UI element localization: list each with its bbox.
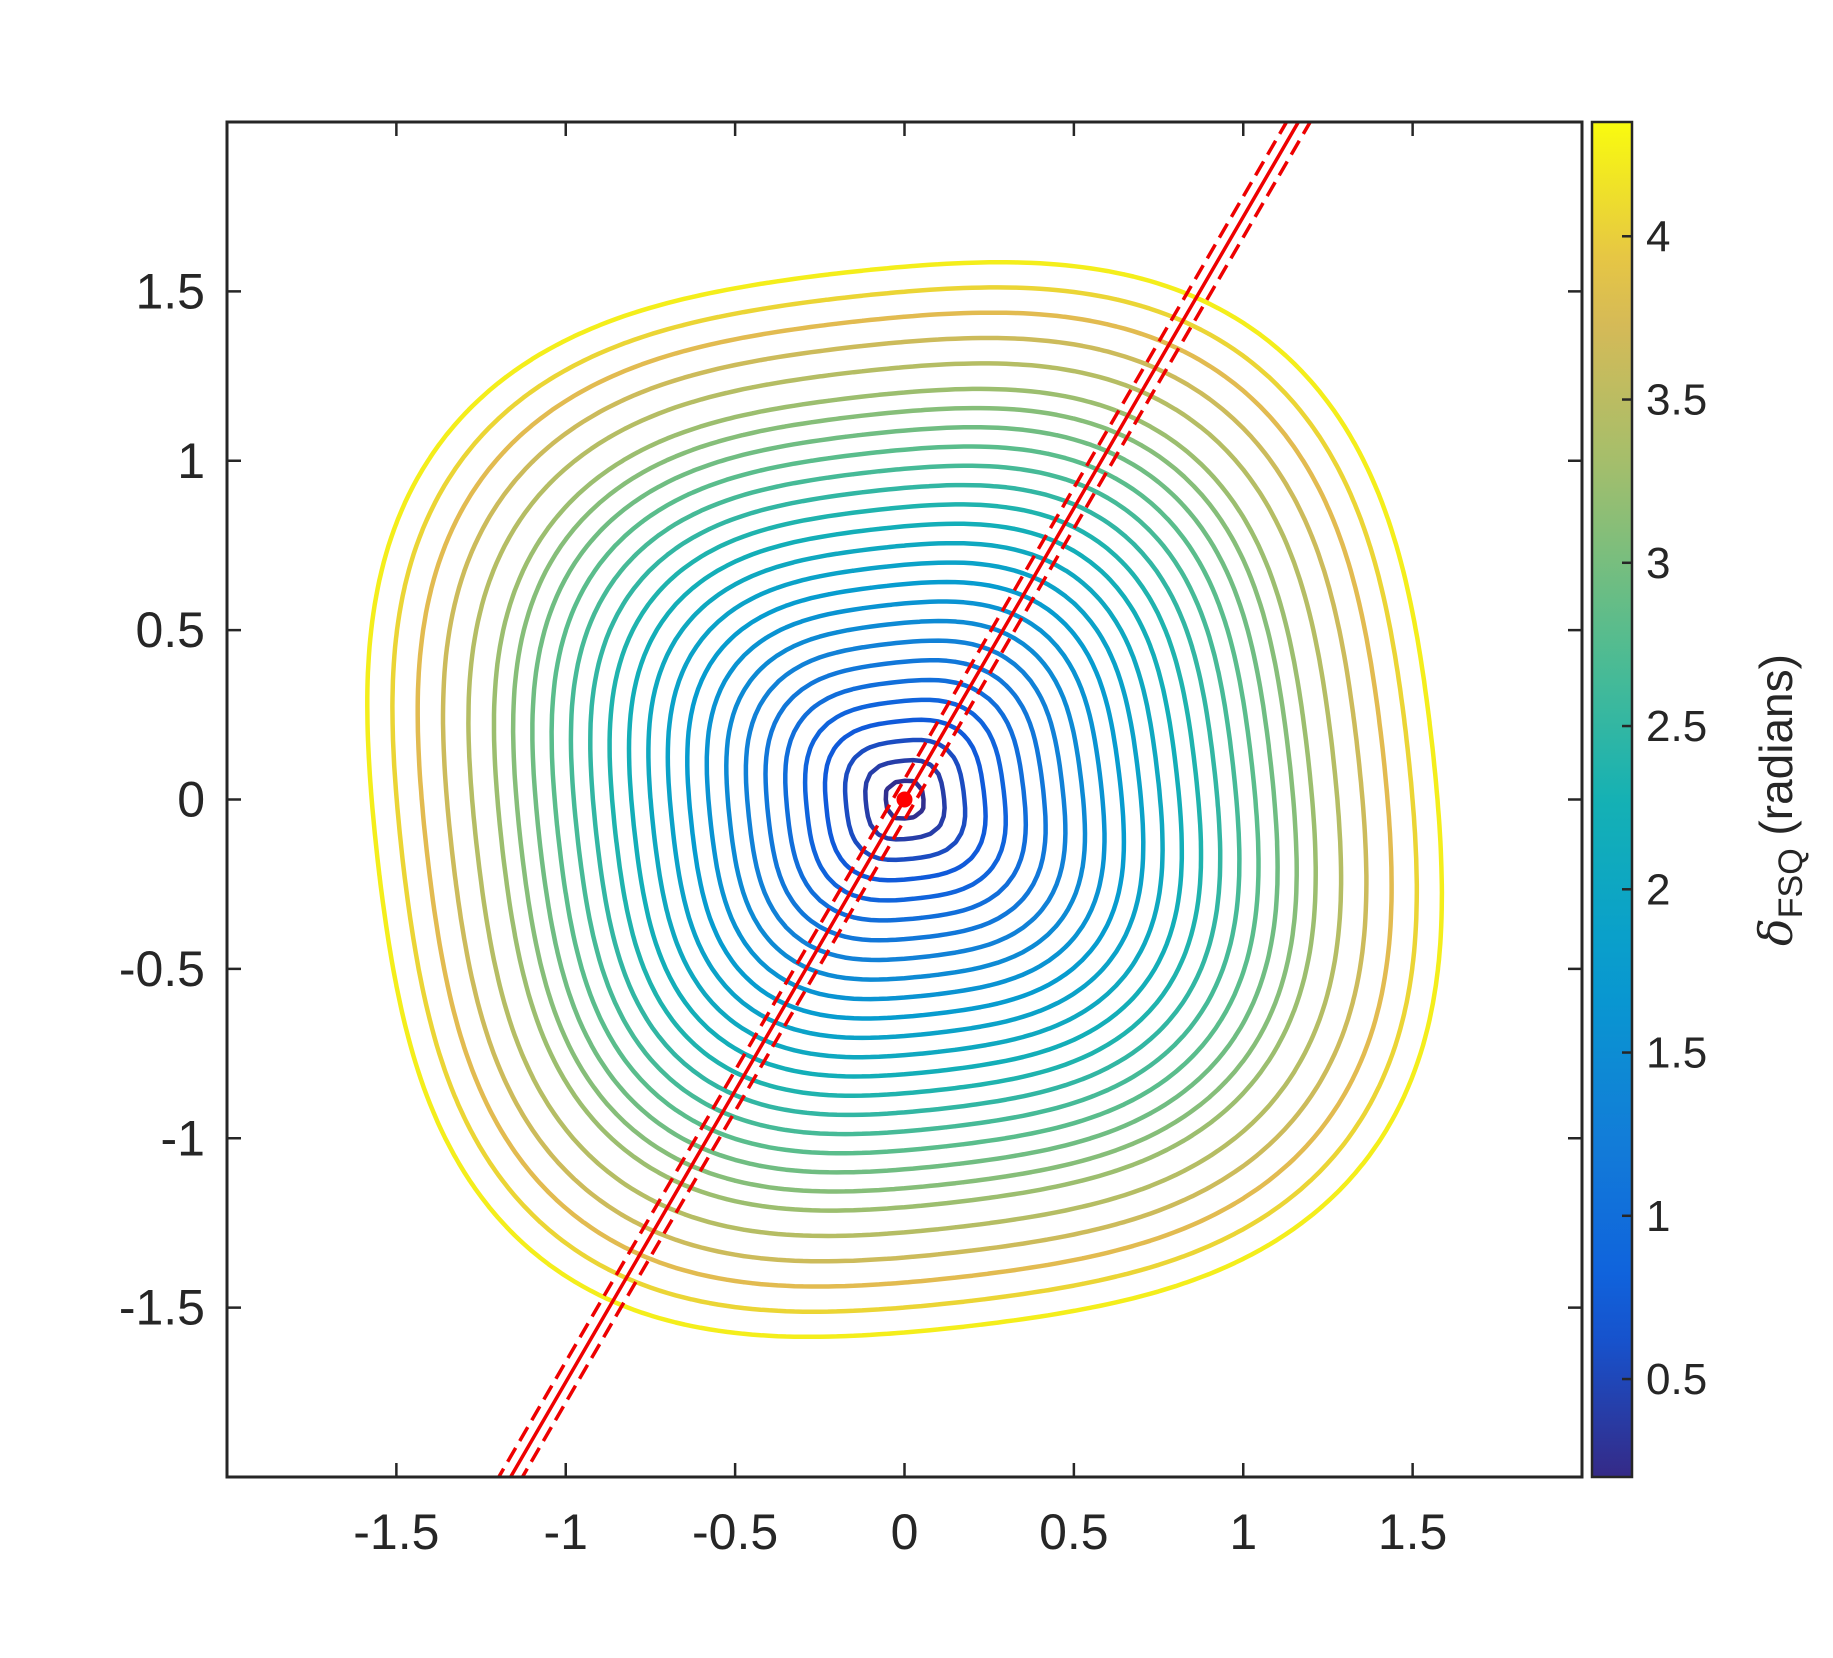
contour-level-20 — [491, 386, 1318, 1213]
contour-level-24 — [390, 285, 1420, 1314]
contour-level-25 — [365, 260, 1445, 1340]
y-axis: -1.5 -1 -0.5 0 0.5 1 1.5 — [119, 263, 1582, 1336]
x-tick-label: 1.5 — [1378, 1504, 1448, 1560]
contour-level-19 — [510, 405, 1299, 1194]
x-tick-label: -1 — [544, 1504, 588, 1560]
colorbar-tick-label: 1 — [1646, 1192, 1670, 1241]
contour-level-14 — [607, 502, 1204, 1098]
contour-level-9 — [704, 599, 1107, 1002]
y-tick-label: 1 — [177, 433, 205, 489]
y-tick-label: 0.5 — [135, 602, 205, 658]
x-tick-label: -1.5 — [353, 1504, 439, 1560]
x-tick-label: 0.5 — [1039, 1504, 1109, 1560]
y-tick-label: 0 — [177, 772, 205, 828]
contour-level-10 — [685, 579, 1127, 1021]
contour-level-16 — [568, 463, 1242, 1137]
contour-level-8 — [724, 618, 1088, 982]
colorbar-title-unit: (radians) — [1750, 654, 1802, 848]
x-tick-label: 1 — [1229, 1504, 1257, 1560]
contour-level-13 — [626, 521, 1185, 1079]
colorbar-tick-label: 2 — [1646, 865, 1670, 914]
colorbar-title-symbol: δ — [1749, 918, 1803, 946]
x-axis: -1.5 -1 -0.5 0 0.5 1 1.5 — [353, 122, 1447, 1560]
contour-level-5 — [783, 677, 1029, 923]
contour-level-21 — [466, 361, 1344, 1239]
y-tick-label: -1.5 — [119, 1280, 205, 1336]
colorbar-title-subscript: FSQ — [1772, 848, 1810, 918]
colorbar-title: δFSQ (radians) — [1749, 654, 1810, 946]
contour-level-18 — [530, 425, 1280, 1175]
colorbar-tick-label: 4 — [1646, 212, 1670, 261]
colorbar-tick-label: 1.5 — [1646, 1029, 1707, 1078]
center-point-group — [896, 791, 913, 808]
y-tick-label: 1.5 — [135, 263, 205, 319]
y-tick-label: -0.5 — [119, 941, 205, 997]
contour-level-22 — [440, 335, 1369, 1264]
contour-level-17 — [549, 444, 1261, 1156]
y-tick-label: -1 — [161, 1110, 205, 1166]
colorbar-axis: 0.5 1 1.5 2 2.5 3 3.5 4 — [1622, 212, 1707, 1404]
contour-level-23 — [415, 310, 1394, 1289]
x-tick-label: -0.5 — [692, 1504, 778, 1560]
center-point — [896, 791, 913, 808]
colorbar-tick-label: 3.5 — [1646, 376, 1707, 425]
contour-level-15 — [588, 482, 1223, 1118]
colorbar-tick-label: 2.5 — [1646, 702, 1707, 751]
x-tick-label: 0 — [891, 1504, 919, 1560]
colorbar-tick-label: 0.5 — [1646, 1355, 1707, 1404]
contour-level-6 — [763, 657, 1048, 943]
colorbar — [1590, 120, 1634, 1479]
colorbar-tick-label: 3 — [1646, 539, 1670, 588]
